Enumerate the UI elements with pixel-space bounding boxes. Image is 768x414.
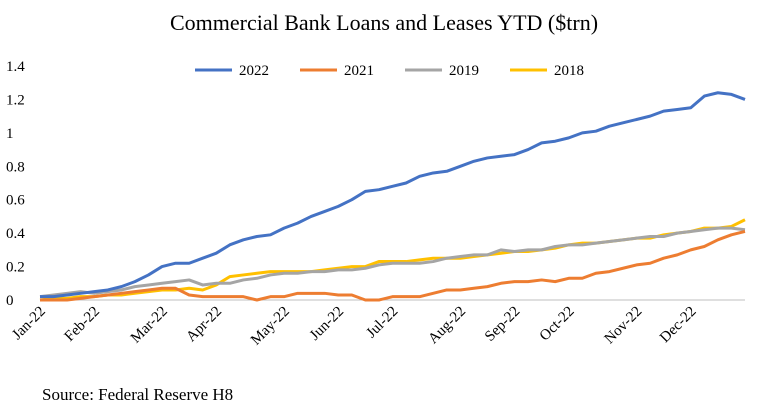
x-tick-label: Apr-22: [183, 304, 225, 346]
y-tick-label: 0.6: [6, 193, 25, 209]
y-tick-label: 0.8: [6, 159, 25, 175]
x-tick-label: Sep-22: [482, 304, 523, 345]
x-tick-label: Feb-22: [62, 304, 103, 345]
y-tick-label: 0: [6, 293, 14, 309]
source-note: Source: Federal Reserve H8: [42, 385, 233, 404]
y-tick-label: 1.4: [6, 59, 25, 75]
x-tick-label: Oct-22: [537, 304, 578, 345]
series-line: [40, 91, 746, 299]
series-line: [39, 226, 746, 299]
x-tick-label: May-22: [248, 304, 293, 349]
legend-label: 2019: [449, 63, 479, 79]
series-line: [39, 218, 746, 302]
x-tick-label: Nov-22: [602, 304, 646, 348]
x-tick-label: Aug-22: [425, 304, 469, 348]
chart-title: Commercial Bank Loans and Leases YTD ($t…: [170, 10, 598, 35]
legend-label: 2022: [239, 63, 269, 79]
x-tick-label: Jan-22: [9, 304, 49, 344]
y-tick-label: 1.2: [6, 92, 25, 108]
x-tick-label: Mar-22: [128, 304, 171, 347]
y-tick-label: 0.4: [6, 226, 25, 242]
y-tick-label: 1: [6, 126, 14, 142]
y-tick-label: 0.2: [6, 260, 25, 276]
legend-label: 2021: [344, 63, 374, 79]
x-tick-label: Jun-22: [307, 304, 347, 344]
x-tick-label: Jul-22: [363, 304, 401, 342]
series-line: [40, 230, 746, 302]
legend-label: 2018: [554, 63, 584, 79]
x-tick-label: Dec-22: [657, 304, 700, 347]
